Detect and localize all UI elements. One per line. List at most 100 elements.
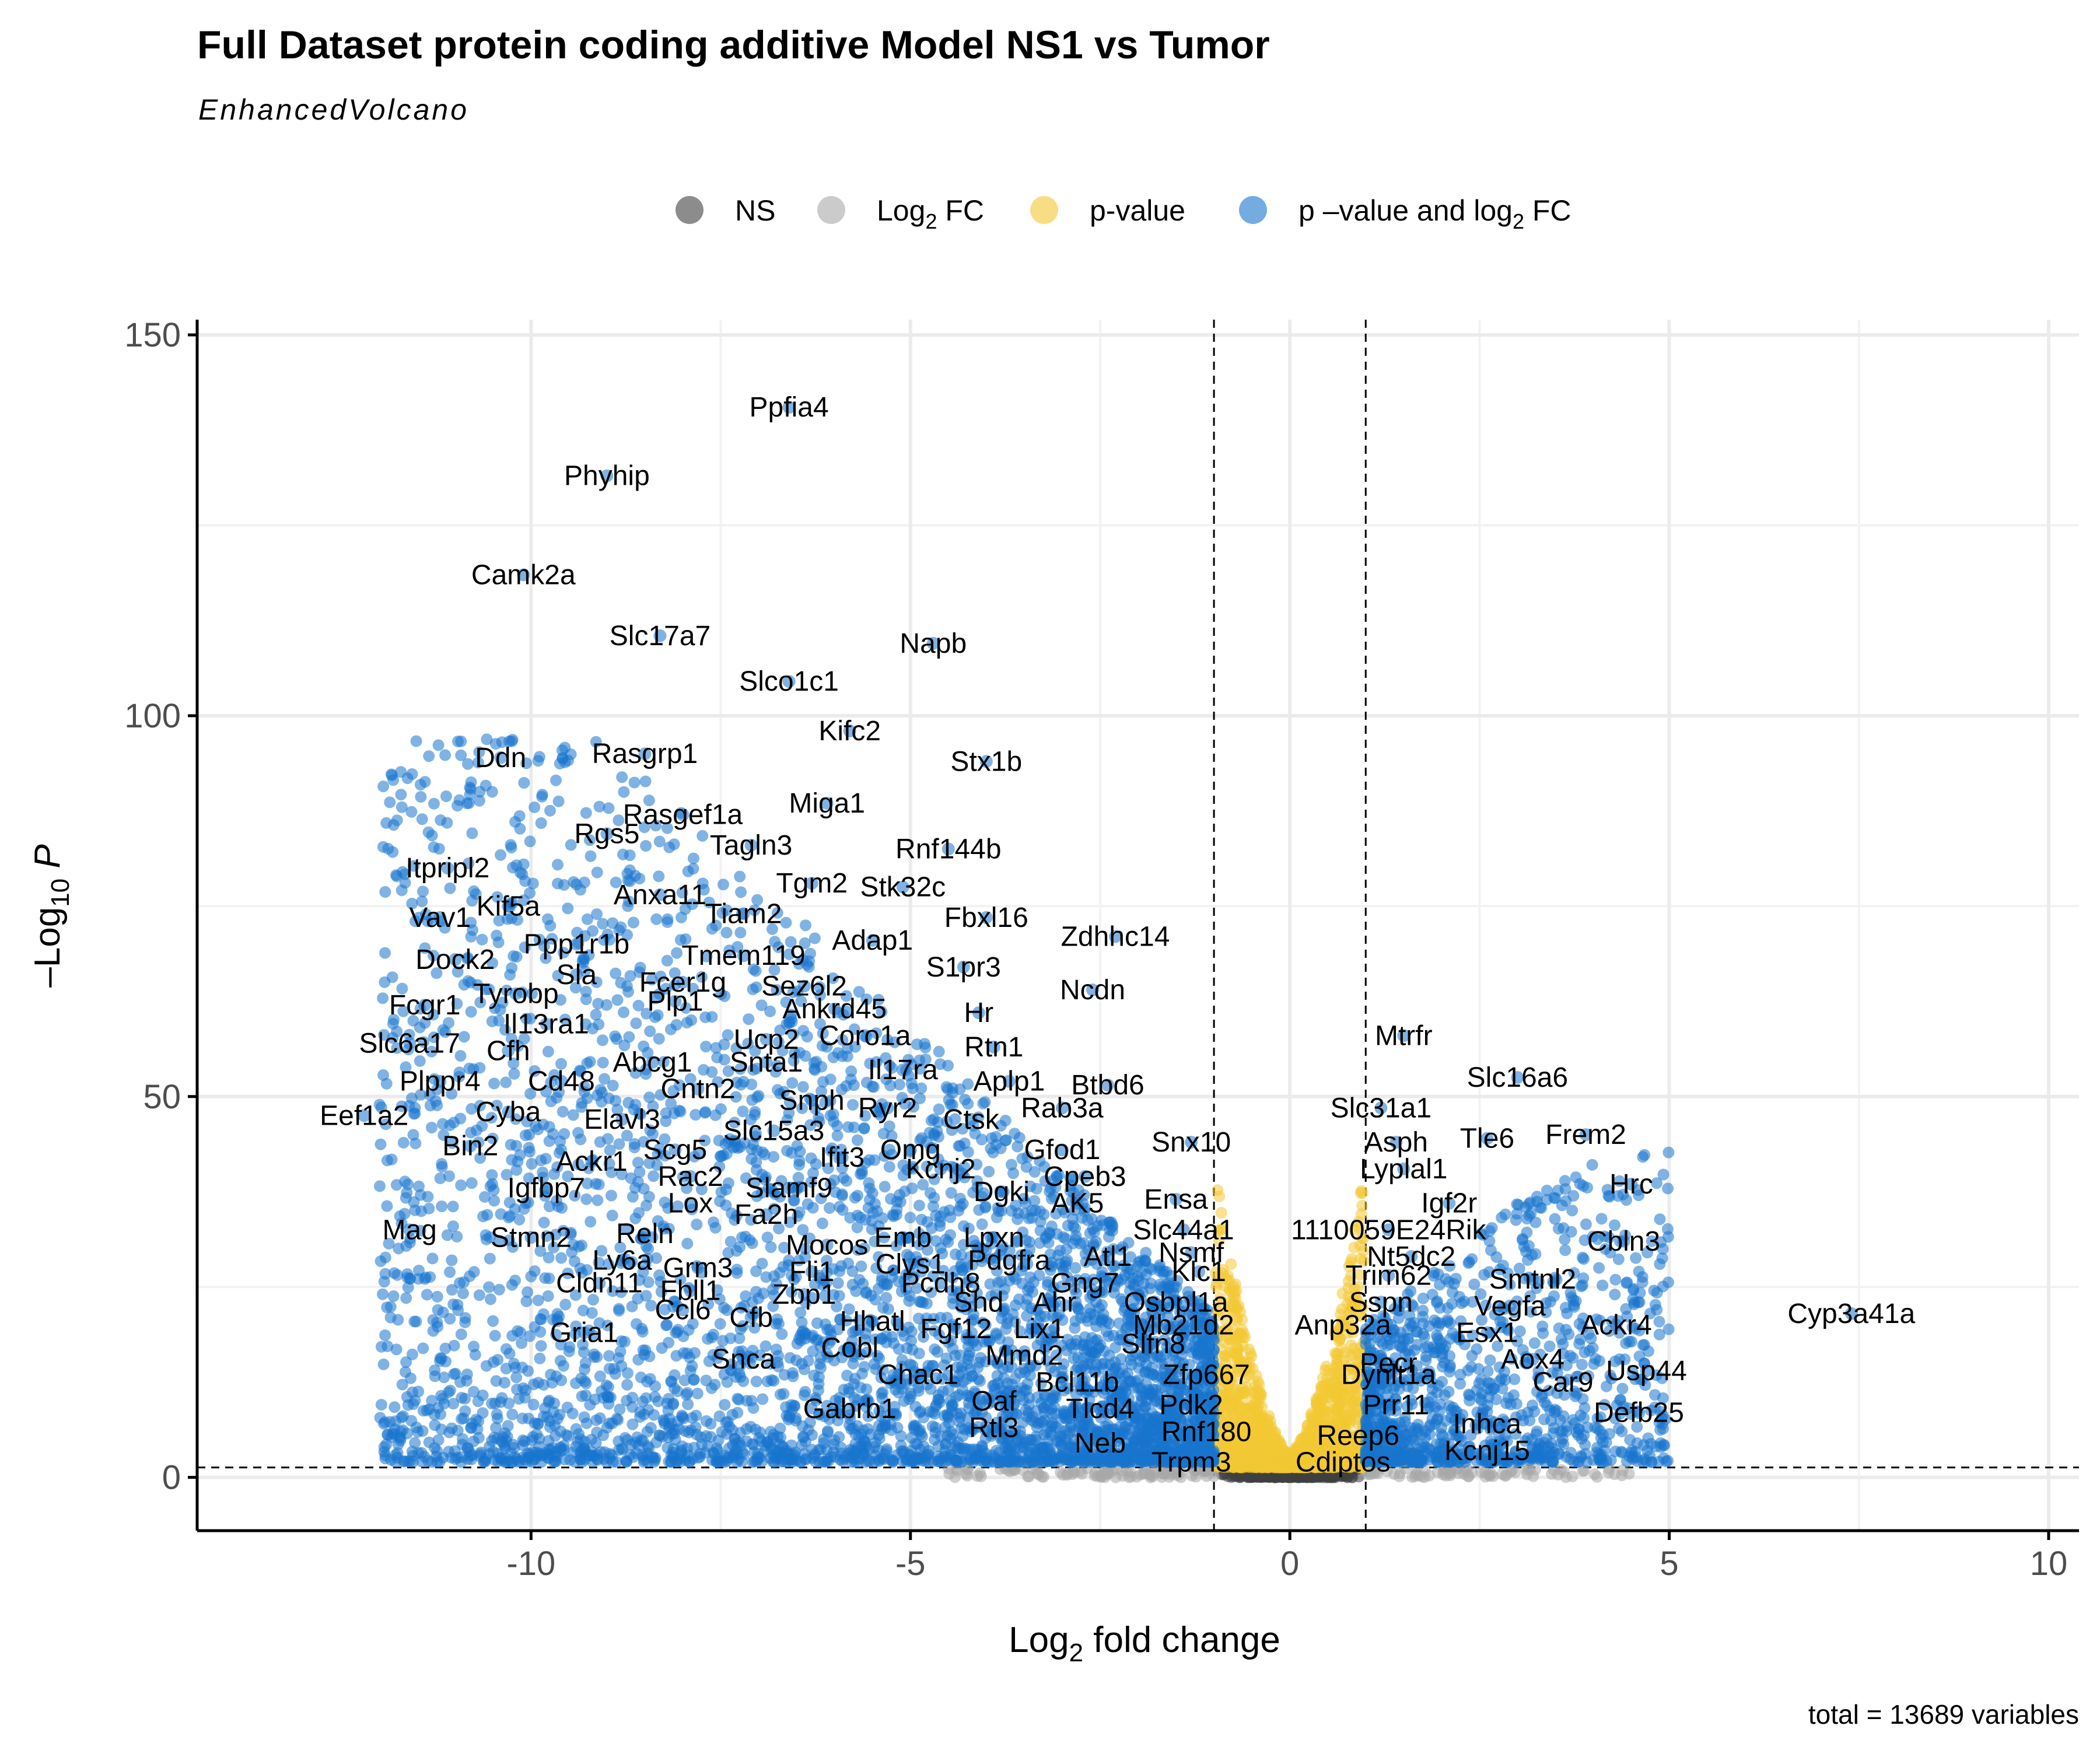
- point-fc: [943, 1468, 956, 1480]
- point-fc_p: [472, 1395, 484, 1408]
- legend-key-fc: [817, 196, 845, 224]
- point-fc_p: [628, 1142, 640, 1154]
- point-fc_p: [413, 1180, 425, 1192]
- point-fc: [1496, 1468, 1508, 1480]
- point-fc: [974, 1467, 986, 1479]
- point-fc_p: [454, 1112, 467, 1125]
- point-fc_p: [401, 772, 414, 785]
- legend-key-ns: [676, 196, 704, 224]
- legend-key-fc_p: [1239, 196, 1267, 224]
- point-fc_p: [863, 1177, 875, 1189]
- point-fc_p: [486, 1015, 498, 1027]
- point-fc_p: [491, 929, 503, 942]
- point-fc_p: [801, 1031, 813, 1042]
- point-fc_p: [735, 1079, 747, 1091]
- point-fc_p: [408, 1315, 421, 1328]
- point-fc_p: [750, 1286, 762, 1298]
- point-fc_p: [379, 947, 391, 959]
- point-fc_p: [506, 962, 518, 974]
- point-fc_p: [562, 902, 574, 915]
- point-fc: [1023, 1471, 1035, 1482]
- point-fc_p: [405, 1372, 416, 1384]
- point-fc_p: [688, 1347, 701, 1359]
- point-fc: [1588, 1468, 1601, 1480]
- point-fc_p: [506, 1408, 519, 1420]
- point-fc_p: [559, 741, 571, 754]
- point-fc_p: [699, 1106, 712, 1118]
- point-fc_p: [601, 1422, 613, 1434]
- point-fc_p: [466, 827, 478, 839]
- point-fc_p: [584, 1216, 597, 1228]
- point-fc_p: [786, 1367, 799, 1379]
- point-p: [1250, 1422, 1262, 1434]
- point-fc_p: [816, 1217, 828, 1230]
- point-fc_p: [717, 878, 729, 891]
- chart-title: Full Dataset protein coding additive Mod…: [197, 23, 1270, 67]
- point-fc_p: [618, 786, 630, 798]
- point-fc_p: [468, 1340, 480, 1353]
- point-fc_p: [909, 1401, 922, 1413]
- point-fc_p: [535, 817, 547, 829]
- point-fc_p: [516, 1337, 528, 1349]
- legend-label: NS: [735, 194, 775, 227]
- point-p: [1250, 1411, 1262, 1423]
- point-fc_p: [709, 1109, 722, 1121]
- point-p: [1224, 1398, 1236, 1410]
- point-fc_p: [609, 1030, 621, 1042]
- point-fc_p: [377, 1288, 388, 1300]
- point-fc_p: [374, 1138, 387, 1150]
- point-fc_p: [719, 1399, 731, 1411]
- point-fc_p: [661, 954, 673, 967]
- point-fc_p: [846, 1098, 859, 1111]
- point-fc_p: [400, 1292, 412, 1304]
- point-p: [1213, 1190, 1226, 1202]
- legend-key-p: [1030, 196, 1058, 224]
- point-fc: [1623, 1468, 1635, 1480]
- point-p: [1345, 1399, 1357, 1411]
- point-p: [1276, 1461, 1288, 1474]
- legend-label: p –value and log2 FC: [1298, 194, 1572, 233]
- point-fc_p: [522, 1365, 534, 1377]
- point-fc_p: [483, 1281, 495, 1293]
- point-fc_p: [991, 1444, 1002, 1457]
- point-p: [1356, 1199, 1368, 1212]
- point-fc_p: [942, 1059, 954, 1072]
- point-fc_p: [544, 804, 556, 817]
- point-fc_p: [607, 1080, 619, 1091]
- point-ns: [1275, 1471, 1287, 1483]
- point-fc_p: [459, 1312, 471, 1324]
- point-fc_p: [391, 1269, 404, 1281]
- point-fc_p: [410, 735, 422, 747]
- point-fc_p: [913, 1348, 925, 1360]
- point-fc_p: [627, 916, 639, 929]
- point-fc_p: [440, 790, 452, 803]
- point-fc_p: [542, 913, 554, 925]
- point-fc_p: [484, 1293, 496, 1306]
- point-fc: [1388, 1468, 1400, 1480]
- point-fc_p: [750, 981, 762, 993]
- point-fc_p: [734, 870, 746, 883]
- point-fc_p: [431, 1290, 443, 1303]
- point-fc_p: [746, 1079, 758, 1090]
- point-fc_p: [486, 1169, 498, 1181]
- point-fc_p: [428, 797, 440, 810]
- point-fc_p: [441, 817, 453, 829]
- point-fc: [1521, 1468, 1533, 1480]
- point-fc_p: [444, 1119, 456, 1131]
- point-p: [1301, 1427, 1314, 1440]
- point-p: [1254, 1434, 1266, 1447]
- point-fc_p: [512, 1325, 524, 1337]
- point-fc_p: [999, 1115, 1012, 1126]
- legend: NS Log2 FC p-value p –value and log2 FC: [676, 194, 1572, 233]
- point-fc_p: [635, 1371, 647, 1384]
- point-fc_p: [690, 1109, 702, 1121]
- point-fc_p: [500, 1343, 512, 1355]
- point-fc_p: [489, 1329, 501, 1342]
- point-fc_p: [556, 1105, 569, 1118]
- data-points: [358, 401, 1858, 1483]
- point-fc_p: [566, 1408, 579, 1420]
- point-fc_p: [429, 1419, 441, 1432]
- point-fc_p: [406, 1348, 418, 1360]
- point-fc_p: [417, 886, 429, 898]
